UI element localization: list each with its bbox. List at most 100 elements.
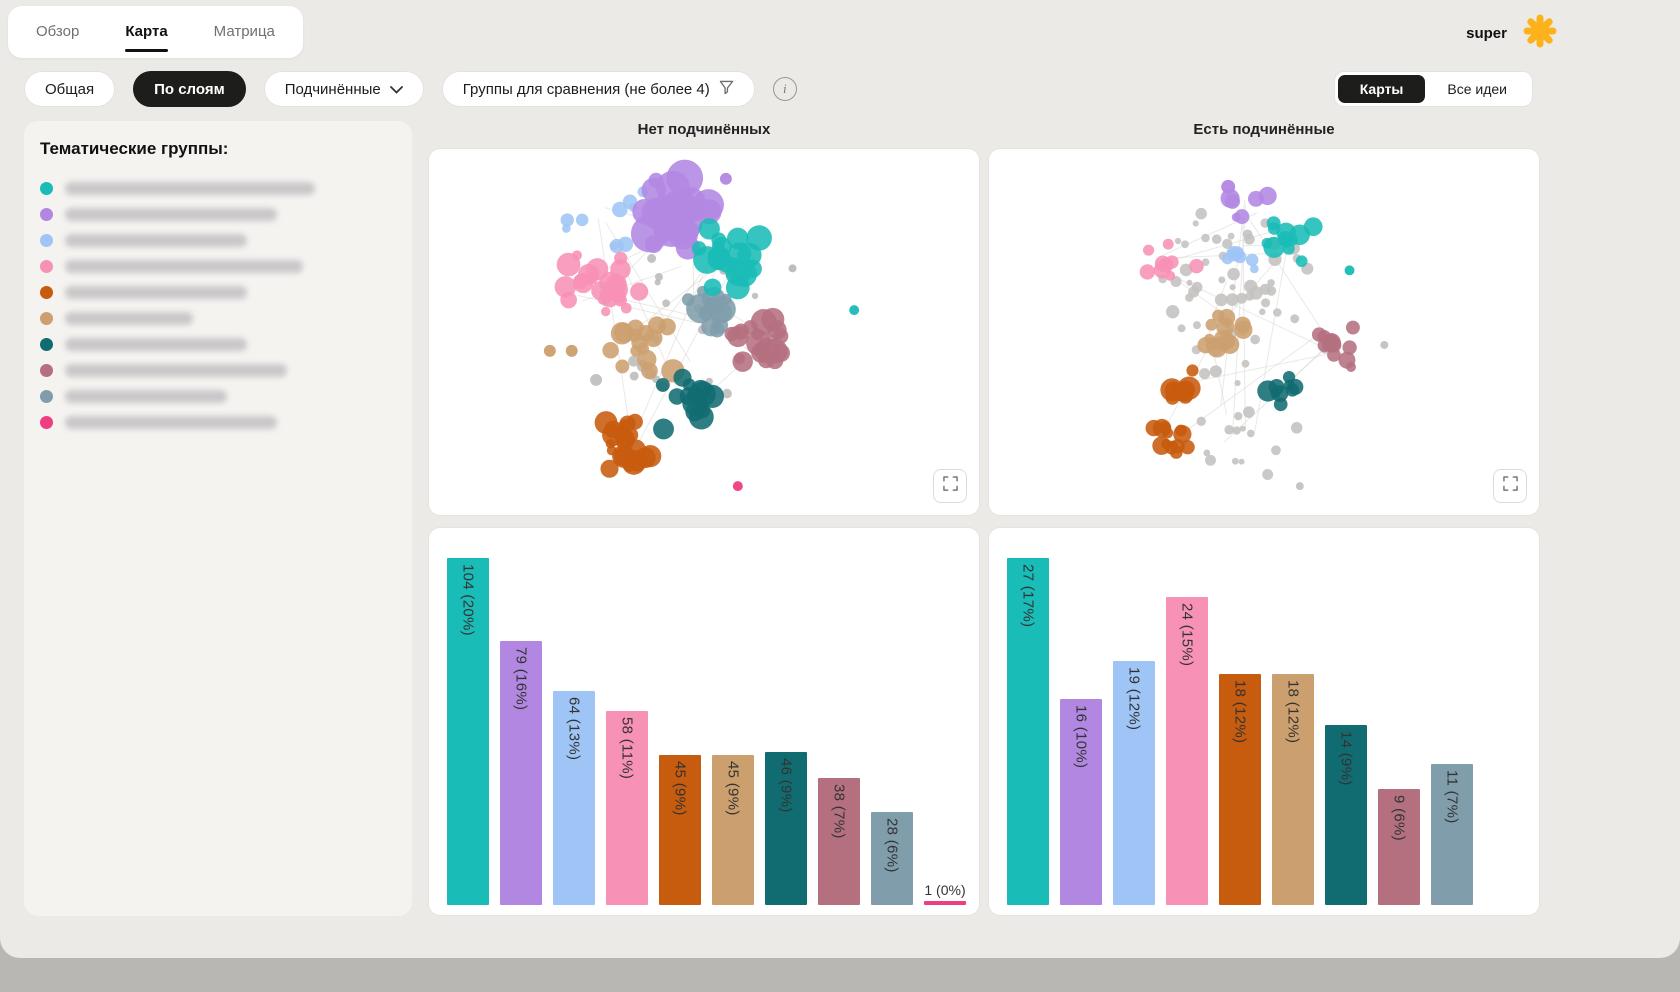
bar-10: 1 (0%) <box>924 882 966 905</box>
fullscreen-icon <box>1502 476 1518 496</box>
bar-value-label: 19 (12%) <box>1125 667 1143 731</box>
info-icon[interactable]: i <box>772 77 797 101</box>
group-label-blurred <box>65 233 247 247</box>
group-label-blurred <box>65 285 247 299</box>
toolbar: Общая По слоям Подчинённые Группы для ср… <box>24 71 797 107</box>
bar-2: 16 (10%) <box>1060 699 1102 905</box>
group-color-dot <box>40 415 53 429</box>
scatter-map-canvas-left[interactable] <box>429 149 979 515</box>
bar-chart-panel-right: 27 (17%) 16 (10%) 19 (12%) 24 (15%) 18 (12%)… <box>988 527 1540 916</box>
user-area: super <box>1466 13 1558 54</box>
map-title-no-subordinates: Нет подчинённых <box>637 121 771 138</box>
bar-7: 14 (9%) <box>1325 725 1367 905</box>
subordinates-dropdown[interactable]: Подчинённые <box>263 71 424 107</box>
group-label-blurred <box>65 311 193 325</box>
bar-7: 46 (9%) <box>765 752 807 905</box>
subordinates-dropdown-label: Подчинённые <box>284 80 381 98</box>
theme-group-item-9[interactable] <box>40 383 396 409</box>
group-label-blurred <box>65 259 303 273</box>
group-label-blurred <box>65 181 315 195</box>
chevron-down-icon <box>389 81 403 98</box>
by-layers-button[interactable]: По слоям <box>133 71 246 107</box>
bar-chart-panel-left: 104 (20%) 79 (16%) 64 (13%) 58 (11%) 45 (9%)… <box>428 527 980 916</box>
bar-4: 24 (15%) <box>1166 597 1208 905</box>
group-color-dot <box>40 311 53 325</box>
bar-8: 38 (7%) <box>818 778 860 905</box>
bar-5: 18 (12%) <box>1219 674 1261 905</box>
theme-groups-sidebar: Тематические группы: <box>24 121 412 916</box>
user-name: super <box>1466 25 1507 42</box>
group-label-blurred <box>65 415 277 429</box>
group-color-dot <box>40 389 53 403</box>
view-toggle: Карты Все идеи <box>1333 71 1533 107</box>
theme-group-list <box>40 175 396 435</box>
theme-group-item-5[interactable] <box>40 279 396 305</box>
bar-chart-left: 104 (20%) 79 (16%) 64 (13%) 58 (11%) 45 (9%)… <box>447 558 966 905</box>
theme-group-item-10[interactable] <box>40 409 396 435</box>
bar-6: 45 (9%) <box>712 755 754 905</box>
top-tab-bar: Обзор Карта Матрица <box>8 6 303 58</box>
bar-value-label: 27 (17%) <box>1019 564 1037 628</box>
theme-group-item-6[interactable] <box>40 305 396 331</box>
bar-value-label: 11 (7%) <box>1443 770 1461 824</box>
theme-group-item-7[interactable] <box>40 331 396 357</box>
group-color-dot <box>40 181 53 195</box>
group-color-dot <box>40 259 53 273</box>
tab-overview[interactable]: Обзор <box>36 23 80 40</box>
group-color-dot <box>40 207 53 221</box>
bar-value-label: 104 (20%) <box>459 564 477 636</box>
bar-3: 19 (12%) <box>1113 661 1155 905</box>
group-label-blurred <box>65 389 227 403</box>
fullscreen-icon <box>942 476 958 496</box>
compare-groups-button[interactable]: Группы для сравнения (не более 4) <box>441 71 755 107</box>
theme-group-item-4[interactable] <box>40 253 396 279</box>
bar-9: 28 (6%) <box>871 812 913 905</box>
scatter-map-panel-left <box>428 148 980 516</box>
theme-group-item-8[interactable] <box>40 357 396 383</box>
toggle-maps[interactable]: Карты <box>1337 75 1426 103</box>
bar-value-label: 16 (10%) <box>1072 705 1090 769</box>
bar-value-label: 38 (7%) <box>830 784 848 839</box>
app-logo-icon <box>1522 13 1558 54</box>
bar-value-label: 28 (6%) <box>883 818 901 873</box>
tab-matrix[interactable]: Матрица <box>213 23 275 40</box>
group-label-blurred <box>65 337 247 351</box>
bar-4: 58 (11%) <box>606 711 648 905</box>
bar-value-label: 64 (13%) <box>565 697 583 761</box>
bar-5: 45 (9%) <box>659 755 701 905</box>
bar-value-label: 18 (12%) <box>1231 680 1249 744</box>
bar-value-label: 79 (16%) <box>512 647 530 711</box>
group-color-dot <box>40 337 53 351</box>
compare-groups-label: Группы для сравнения (не более 4) <box>462 80 710 98</box>
filter-funnel-icon <box>719 80 734 99</box>
bar-3: 64 (13%) <box>553 691 595 905</box>
theme-group-item-1[interactable] <box>40 175 396 201</box>
bar-9: 11 (7%) <box>1431 764 1473 905</box>
app-window: Обзор Карта Матрица super Общая <box>0 0 1680 958</box>
bar-value-label: 1 (0%) <box>924 882 966 898</box>
scatter-map-panel-right <box>988 148 1540 516</box>
bar-1: 104 (20%) <box>447 558 489 905</box>
bar-1: 27 (17%) <box>1007 558 1049 905</box>
group-color-dot <box>40 233 53 247</box>
bar-2: 79 (16%) <box>500 641 542 905</box>
bar-6: 18 (12%) <box>1272 674 1314 905</box>
bar-value-label: 18 (12%) <box>1284 680 1302 744</box>
general-view-button[interactable]: Общая <box>24 71 116 107</box>
group-color-dot <box>40 285 53 299</box>
group-label-blurred <box>65 363 287 377</box>
theme-group-item-3[interactable] <box>40 227 396 253</box>
bar-value-label: 9 (6%) <box>1390 795 1408 841</box>
fullscreen-button-right-map[interactable] <box>1493 469 1527 503</box>
toggle-all-ideas[interactable]: Все идеи <box>1447 81 1507 97</box>
map-title-has-subordinates: Есть подчинённые <box>1193 121 1335 138</box>
bar-value-label: 45 (9%) <box>724 761 742 816</box>
scatter-map-canvas-right[interactable] <box>989 149 1539 515</box>
fullscreen-button-left-map[interactable] <box>933 469 967 503</box>
bar-chart-right: 27 (17%) 16 (10%) 19 (12%) 24 (15%) 18 (12%)… <box>1007 558 1473 905</box>
bar-8: 9 (6%) <box>1378 789 1420 905</box>
group-color-dot <box>40 363 53 377</box>
bar-value-label: 24 (15%) <box>1178 603 1196 667</box>
theme-group-item-2[interactable] <box>40 201 396 227</box>
tab-map[interactable]: Карта <box>125 6 169 58</box>
